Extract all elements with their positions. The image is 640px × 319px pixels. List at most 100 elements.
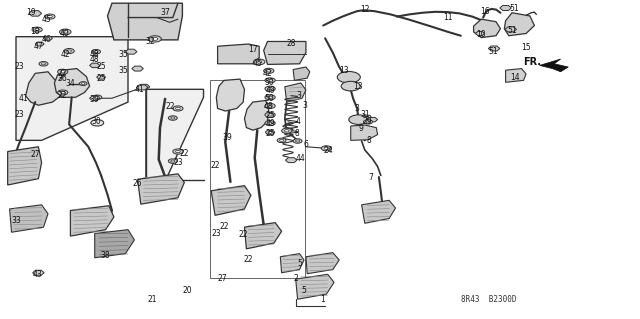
Polygon shape <box>90 63 100 68</box>
Circle shape <box>265 103 275 108</box>
Polygon shape <box>506 69 526 82</box>
Circle shape <box>268 105 273 107</box>
Polygon shape <box>211 186 251 215</box>
Text: 26: 26 <box>132 179 143 188</box>
Circle shape <box>324 147 329 150</box>
Polygon shape <box>306 253 339 274</box>
Circle shape <box>341 81 360 91</box>
Text: 22: 22 <box>239 230 248 239</box>
Polygon shape <box>8 147 42 185</box>
Circle shape <box>45 14 55 19</box>
Circle shape <box>175 107 180 110</box>
Text: 48: 48 <box>264 102 274 111</box>
Text: 19: 19 <box>26 8 36 17</box>
Circle shape <box>265 95 275 100</box>
Text: 15: 15 <box>521 43 531 52</box>
Polygon shape <box>136 85 148 90</box>
Text: 8: 8 <box>366 136 371 145</box>
Text: 18: 18 <box>31 27 40 36</box>
Circle shape <box>67 50 72 52</box>
Text: 20: 20 <box>182 286 192 295</box>
Circle shape <box>168 159 177 163</box>
Text: 7: 7 <box>369 173 374 182</box>
Text: 22: 22 <box>58 69 67 78</box>
Polygon shape <box>138 174 184 204</box>
Text: 51: 51 <box>509 4 520 13</box>
Circle shape <box>93 95 102 100</box>
Circle shape <box>265 78 275 83</box>
Polygon shape <box>285 158 297 163</box>
Circle shape <box>60 70 65 73</box>
Circle shape <box>337 71 360 83</box>
Text: 49: 49 <box>265 119 275 128</box>
Circle shape <box>175 150 180 153</box>
Circle shape <box>79 82 87 85</box>
Circle shape <box>364 120 372 124</box>
Text: 48: 48 <box>89 55 99 63</box>
Text: FR.: FR. <box>524 57 541 67</box>
Circle shape <box>277 138 286 143</box>
Text: 50: 50 <box>264 94 274 103</box>
Circle shape <box>47 15 52 18</box>
Circle shape <box>266 70 271 72</box>
Circle shape <box>152 38 157 41</box>
Text: 23: 23 <box>14 63 24 71</box>
Polygon shape <box>29 11 42 16</box>
Polygon shape <box>132 66 143 71</box>
Polygon shape <box>362 200 396 223</box>
Polygon shape <box>280 254 304 273</box>
Polygon shape <box>351 125 378 140</box>
Circle shape <box>42 63 45 65</box>
Text: 39: 39 <box>90 95 100 104</box>
Text: 4: 4 <box>296 117 301 126</box>
Text: 22: 22 <box>180 149 189 158</box>
Circle shape <box>280 139 284 141</box>
Text: 11: 11 <box>444 13 452 22</box>
Circle shape <box>268 96 273 99</box>
Text: 14: 14 <box>510 73 520 82</box>
Text: 48: 48 <box>89 50 99 59</box>
Circle shape <box>173 106 183 111</box>
Polygon shape <box>505 27 516 32</box>
Circle shape <box>268 87 273 90</box>
Text: 39: 39 <box>222 133 232 142</box>
Circle shape <box>282 128 292 133</box>
Circle shape <box>349 115 368 124</box>
Text: 25: 25 <box>265 130 275 138</box>
Polygon shape <box>216 79 244 111</box>
Circle shape <box>60 29 71 35</box>
Polygon shape <box>504 13 534 36</box>
Text: 22: 22 <box>58 91 67 100</box>
Polygon shape <box>296 274 334 299</box>
Polygon shape <box>90 96 100 100</box>
Text: 13: 13 <box>339 66 349 75</box>
Bar <box>210 80 305 278</box>
Polygon shape <box>138 84 150 89</box>
Text: 30: 30 <box>91 117 101 126</box>
Text: 31: 31 <box>360 110 371 119</box>
Circle shape <box>63 31 68 33</box>
Circle shape <box>257 61 262 63</box>
Polygon shape <box>293 67 310 80</box>
Text: 22: 22 <box>220 222 228 231</box>
Circle shape <box>321 146 332 151</box>
Text: 24: 24 <box>323 146 333 155</box>
Text: 51: 51 <box>488 47 498 56</box>
Circle shape <box>253 59 265 65</box>
Text: 10: 10 <box>476 30 486 39</box>
Polygon shape <box>474 19 500 38</box>
Text: 3: 3 <box>355 104 360 113</box>
Circle shape <box>284 130 289 132</box>
Text: 25: 25 <box>96 74 106 83</box>
Text: 35: 35 <box>118 50 128 59</box>
Text: 46: 46 <box>41 35 51 44</box>
Polygon shape <box>146 89 204 180</box>
Polygon shape <box>488 46 500 51</box>
Text: 23: 23 <box>173 158 183 167</box>
Text: 38: 38 <box>100 251 110 260</box>
Text: 16: 16 <box>480 7 490 16</box>
Text: 22: 22 <box>211 161 220 170</box>
Text: 25: 25 <box>265 111 275 120</box>
Text: 40: 40 <box>59 29 69 38</box>
Text: 8R43  B2300D: 8R43 B2300D <box>461 295 516 304</box>
